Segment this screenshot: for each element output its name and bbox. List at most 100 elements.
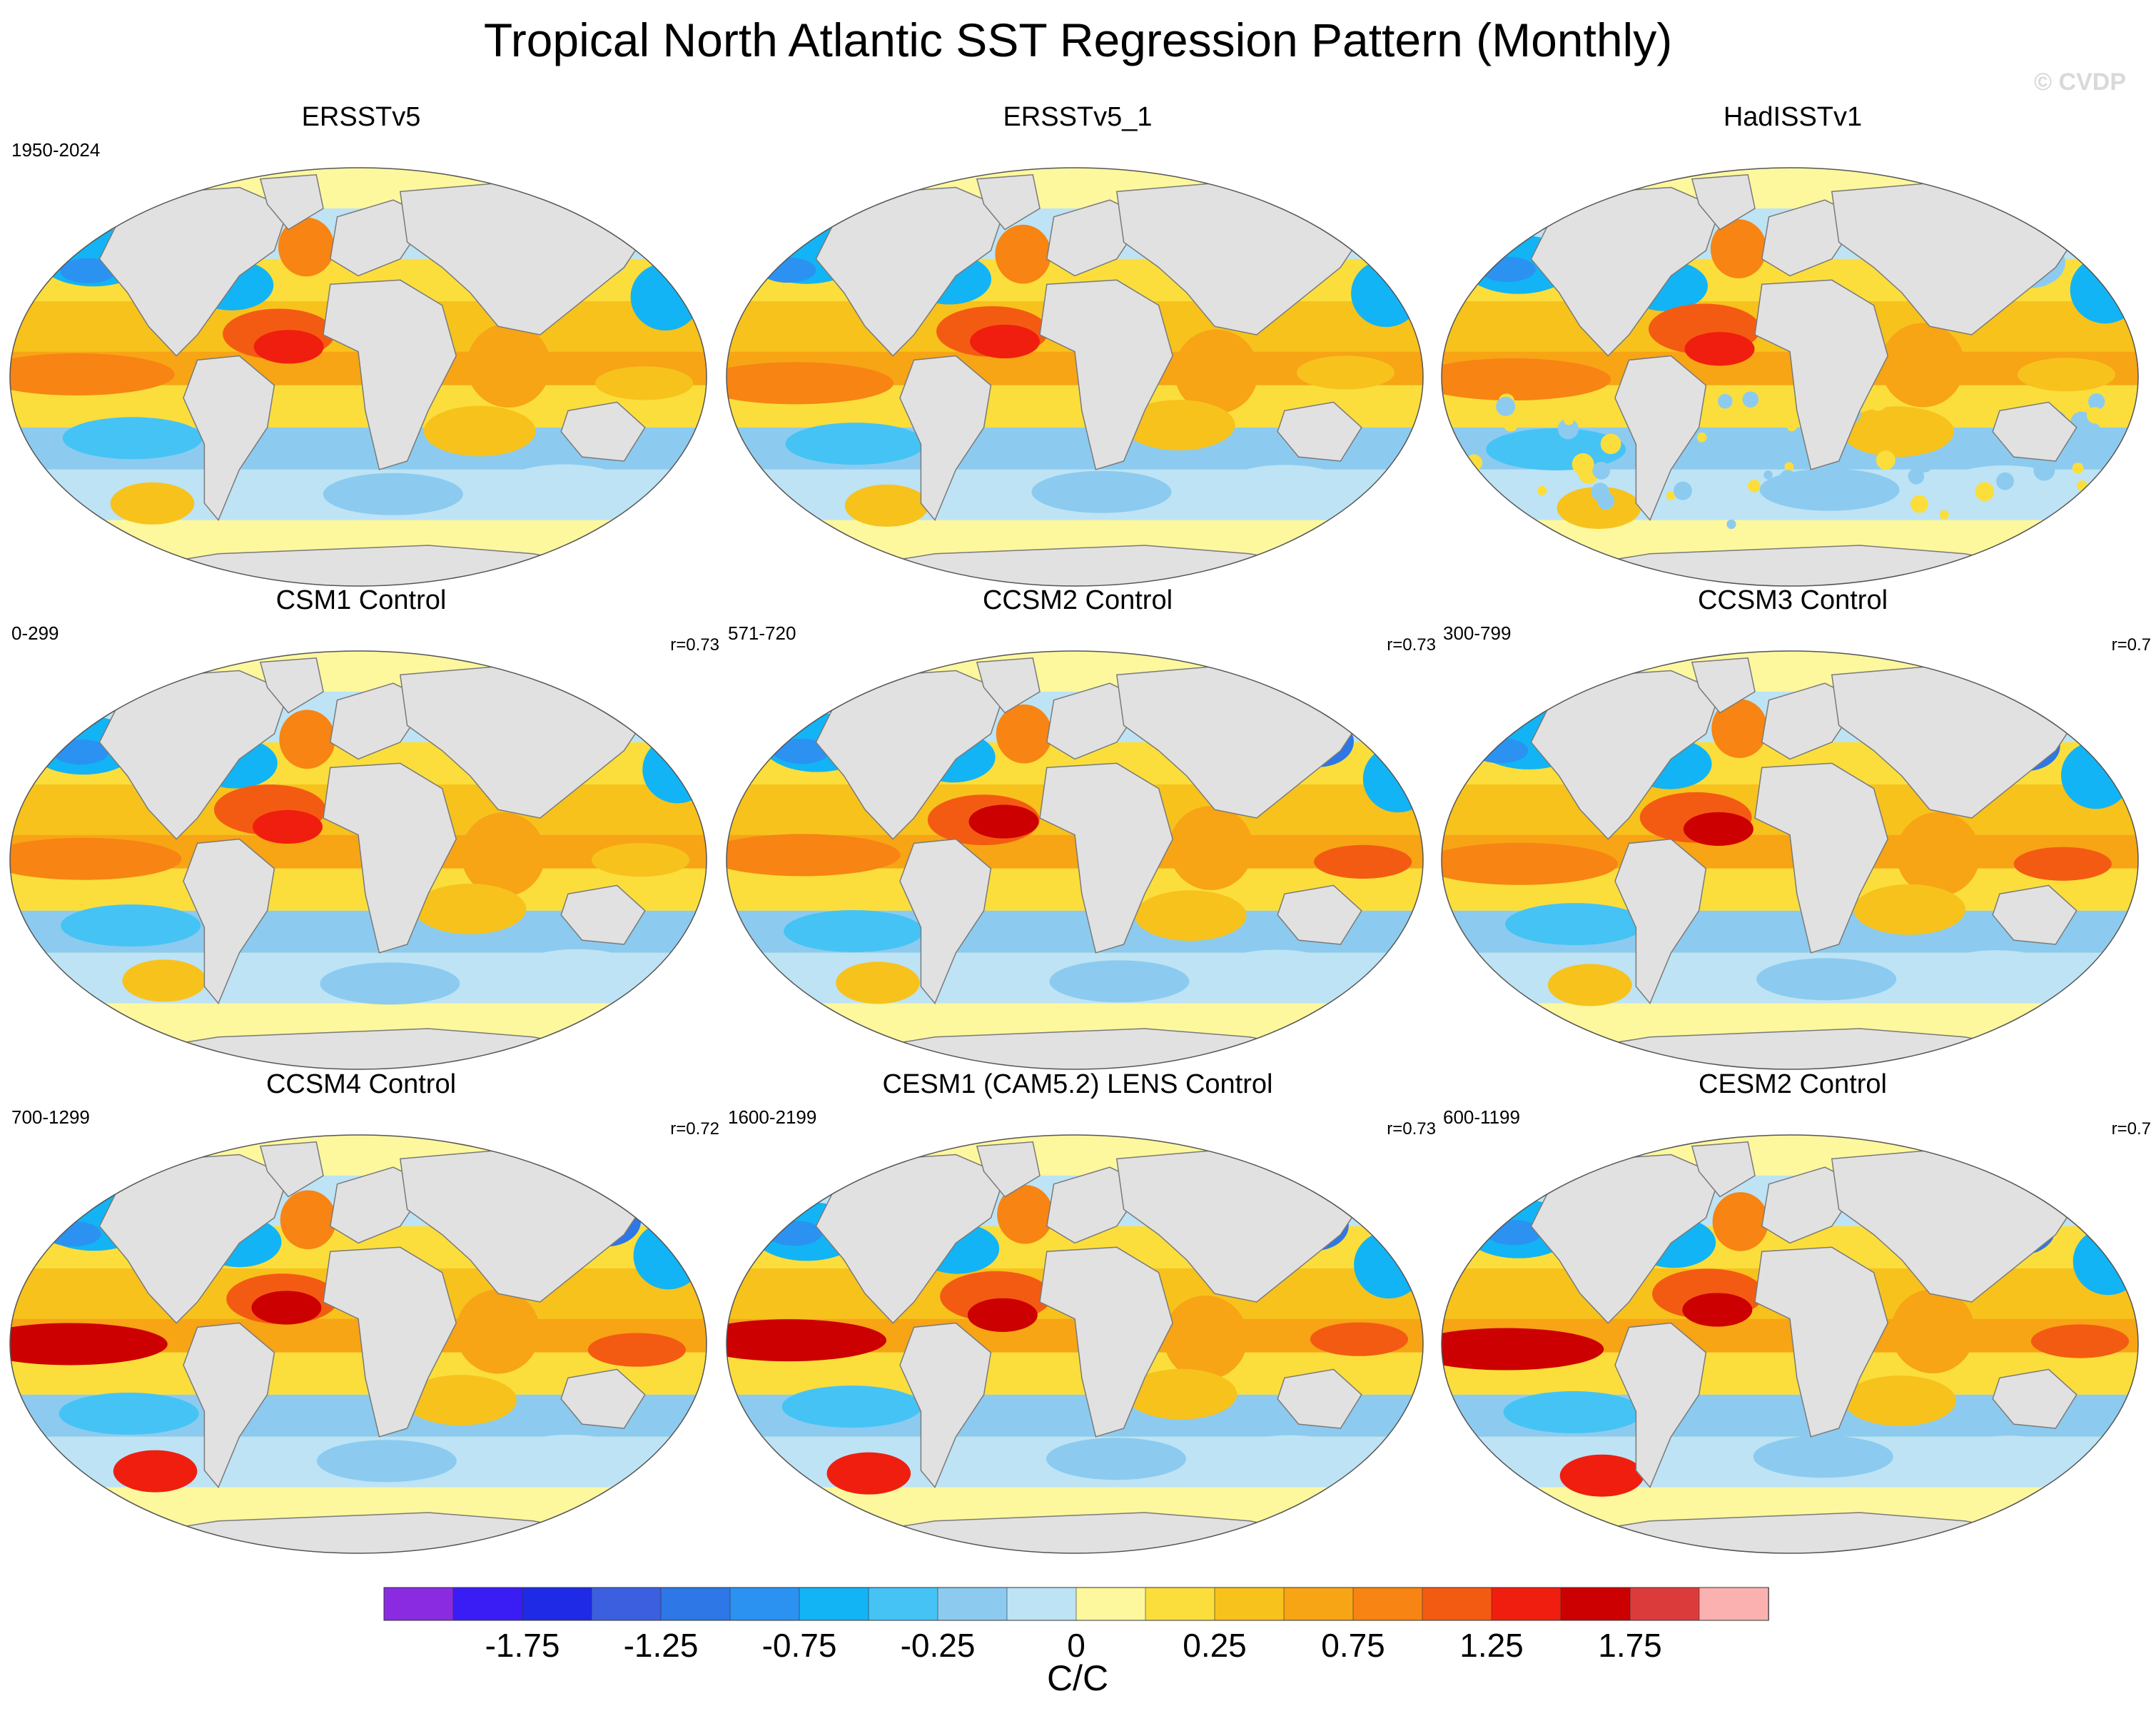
landmass <box>899 838 992 1005</box>
panel-title: CCSM4 Control <box>265 1069 457 1099</box>
landmass <box>1614 1322 1707 1489</box>
anomaly-speckle <box>1975 482 1995 502</box>
anomaly-speckle <box>2072 463 2084 474</box>
colorbar-tick-label: 0.25 <box>1183 1627 1247 1664</box>
map-border <box>1441 1134 2139 1554</box>
anomaly-region <box>997 1184 1053 1244</box>
anomaly-region <box>280 1190 337 1250</box>
landmass <box>1691 657 1756 714</box>
colorbar-swatch <box>383 1587 454 1621</box>
anomaly-region <box>1134 890 1247 942</box>
anomaly-region <box>760 257 816 283</box>
landmass <box>560 884 646 945</box>
colorbar-swatch <box>799 1587 869 1621</box>
panel-period: 571-720 <box>728 622 796 644</box>
colorbar-swatch <box>1422 1587 1492 1621</box>
anomaly-region <box>514 949 640 991</box>
landmass <box>1277 884 1362 945</box>
anomaly-region <box>455 1289 540 1374</box>
colorbar-tick-label: 1.75 <box>1598 1627 1662 1664</box>
landmass <box>1754 1246 1889 1438</box>
anomaly-speckle <box>1537 485 1547 495</box>
colorbar-swatch <box>660 1587 731 1621</box>
colorbar-tick-label: -0.75 <box>761 1627 837 1664</box>
landmass <box>1992 1368 2077 1429</box>
landmass <box>1039 762 1174 954</box>
landmass <box>560 401 646 462</box>
regression-map <box>1441 650 2139 1070</box>
anomaly-region <box>826 1452 911 1495</box>
anomaly-region <box>1296 355 1395 390</box>
figure-title: Tropical North Atlantic SST Regression P… <box>483 14 1673 66</box>
anomaly-region <box>1310 1322 1409 1356</box>
anomaly-region <box>1354 1231 1423 1299</box>
colorbar-tick-label: 0.75 <box>1321 1627 1385 1664</box>
anomaly-speckle <box>1496 396 1516 416</box>
regression-map <box>1441 1134 2139 1554</box>
panel-pattern-correlation: r=0.73 <box>1387 635 1436 655</box>
anomaly-region <box>630 263 701 331</box>
anomaly-speckle <box>1600 433 1621 455</box>
anomaly-region <box>253 330 324 364</box>
anomaly-speckle <box>1557 418 1579 440</box>
anomaly-region <box>1557 486 1641 529</box>
anomaly-region <box>1503 1391 1644 1433</box>
panel-period: 300-799 <box>1443 622 1512 644</box>
anomaly-region <box>323 473 463 515</box>
map-border <box>1441 650 2139 1070</box>
regression-map <box>9 650 707 1070</box>
anomaly-region <box>2013 847 2112 881</box>
anomaly-region <box>1853 884 1966 935</box>
anomaly-region <box>727 1319 887 1362</box>
panel-period: 600-1199 <box>1443 1106 1520 1128</box>
landmass <box>323 762 457 954</box>
anomaly-region <box>1683 812 1753 846</box>
colorbar-tick-label: -1.75 <box>485 1627 560 1664</box>
anomaly-region <box>414 883 527 934</box>
panel-title: CCSM2 Control <box>982 585 1173 615</box>
anomaly-speckle <box>1868 393 1887 411</box>
anomaly-region <box>1314 844 1412 879</box>
anomaly-region <box>785 423 926 465</box>
colorbar-swatch <box>1629 1587 1700 1621</box>
colorbar-tick-label: 0 <box>1067 1627 1085 1664</box>
landmass <box>1691 174 1756 231</box>
anomaly-speckle <box>1666 491 1676 500</box>
colorbar-swatch <box>1491 1587 1562 1621</box>
anomaly-region <box>461 812 545 897</box>
anomaly-speckle <box>1726 519 1736 530</box>
anomaly-speckle <box>1910 495 1928 513</box>
anomaly-region <box>1842 406 1954 458</box>
anomaly-region <box>10 837 182 880</box>
landmass <box>976 657 1041 714</box>
anomaly-speckle <box>2033 459 2055 481</box>
anomaly-speckle <box>1908 468 1925 485</box>
anomaly-region <box>970 324 1041 359</box>
landmass <box>259 1141 324 1198</box>
colorbar-swatch <box>729 1587 800 1621</box>
colorbar-swatch <box>937 1587 1008 1621</box>
anomaly-region <box>633 1221 704 1290</box>
landmass <box>98 186 289 357</box>
landmass <box>1992 884 2077 945</box>
colorbar-units: C/C <box>1046 1658 1109 1698</box>
anomaly-speckle <box>1591 483 1610 501</box>
landmass <box>1754 762 1889 954</box>
landmass <box>1614 355 1707 522</box>
anomaly-speckle <box>2093 513 2104 524</box>
anomaly-speckle <box>1696 432 1707 443</box>
anomaly-region <box>62 417 203 460</box>
map-border <box>1441 167 2139 587</box>
landmass <box>1277 1368 1362 1429</box>
anomaly-region <box>996 704 1053 764</box>
anomaly-speckle <box>1786 421 1797 432</box>
anomaly-region <box>1163 1296 1248 1381</box>
colorbar-swatch <box>1699 1587 1769 1621</box>
anomaly-region <box>727 362 894 405</box>
anomaly-speckle <box>1748 480 1761 493</box>
anomaly-region <box>316 1440 457 1483</box>
colorbar-tick-label: -0.25 <box>900 1627 976 1664</box>
regression-map <box>1441 167 2139 587</box>
landmass <box>815 1154 1006 1324</box>
anomaly-region <box>506 1434 632 1477</box>
